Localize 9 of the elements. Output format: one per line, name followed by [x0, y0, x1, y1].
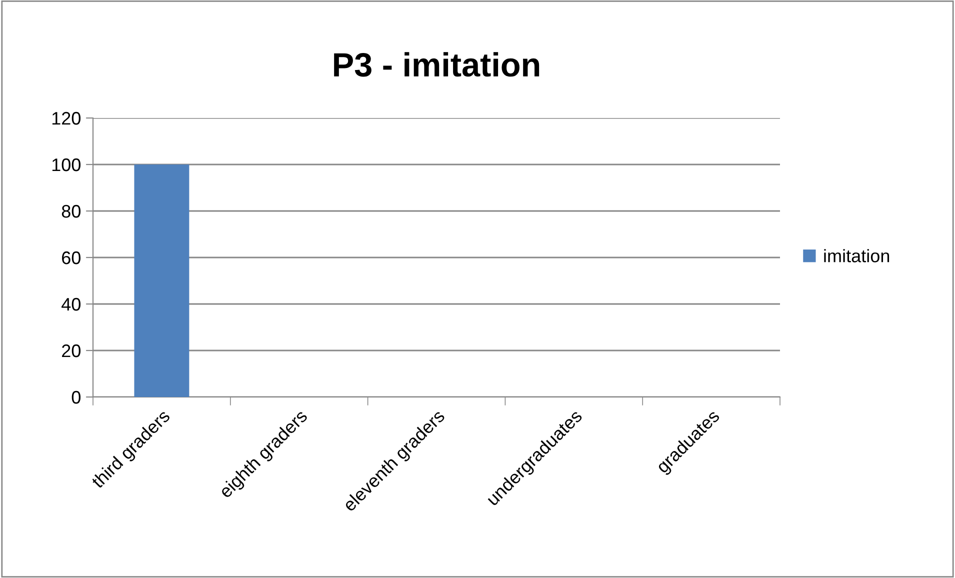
y-tick-label: 40 [62, 298, 80, 311]
legend-label: imitation [824, 249, 890, 262]
y-tick-label: 120 [52, 112, 80, 125]
y-tick-label: 80 [62, 204, 80, 218]
y-tick-label: 0 [72, 390, 80, 404]
y-tick-label: 100 [52, 158, 80, 172]
y-tick-label: 20 [62, 344, 80, 358]
chart-title: P3 - imitation [334, 52, 540, 77]
y-tick-label: 60 [62, 251, 80, 264]
